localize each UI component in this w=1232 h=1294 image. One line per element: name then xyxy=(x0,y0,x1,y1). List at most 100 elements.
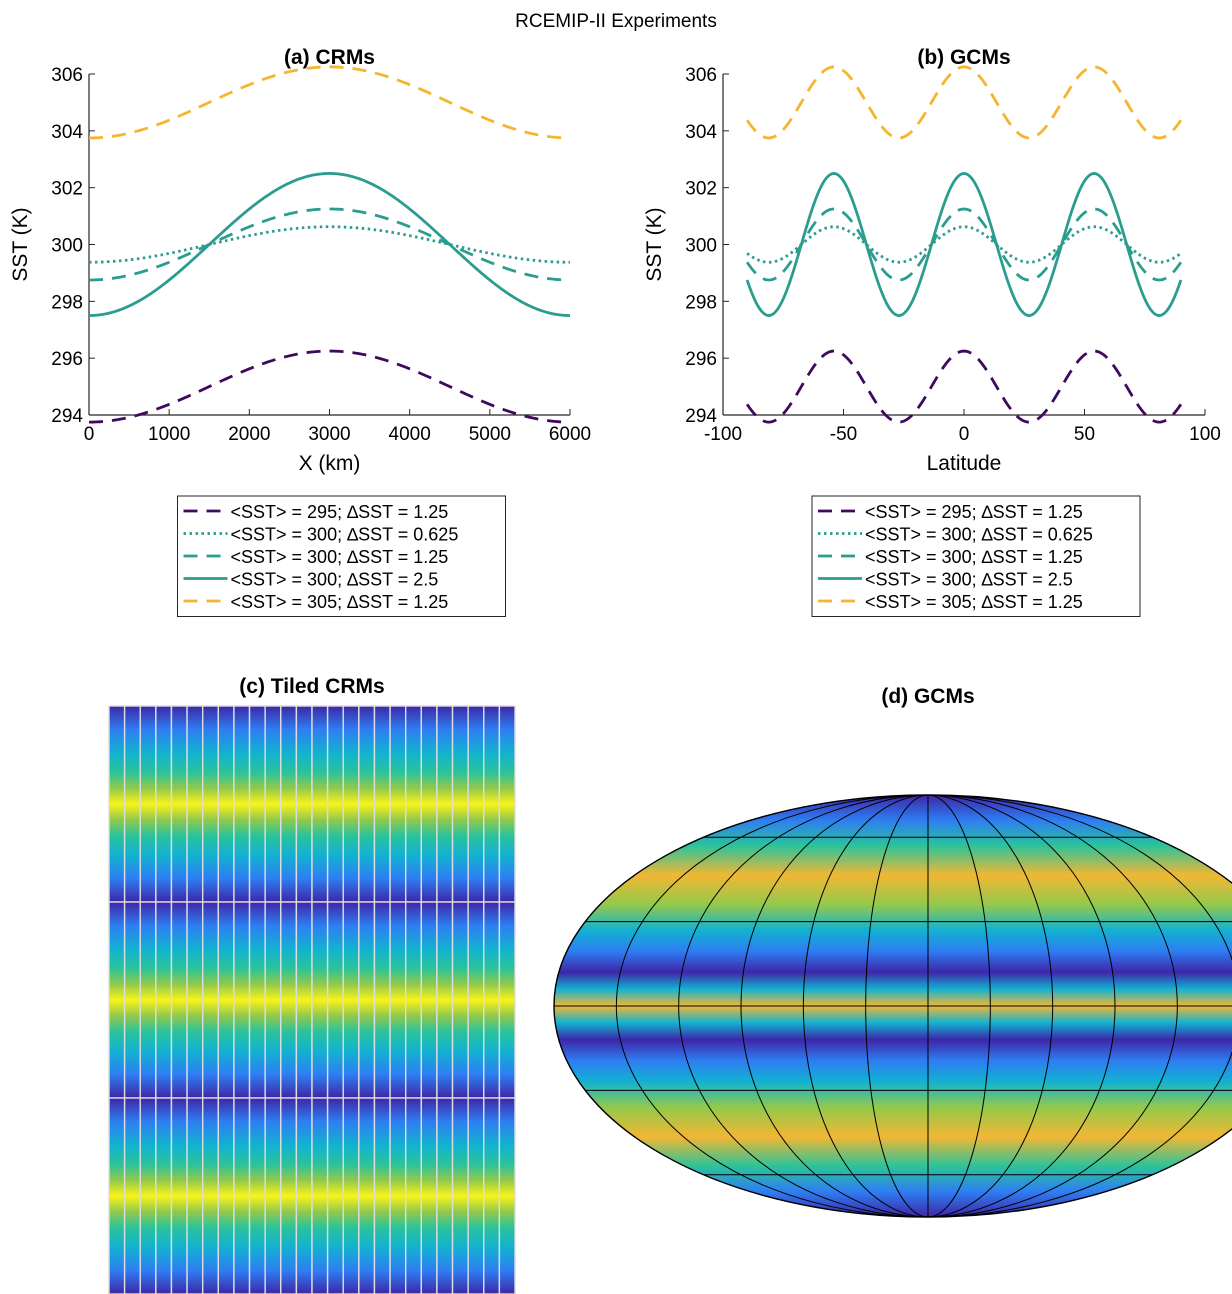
heatmap-tile xyxy=(373,901,391,1099)
x-axis-label: X (km) xyxy=(299,452,361,475)
series-line xyxy=(745,349,1183,424)
heatmap-tile xyxy=(186,1097,204,1294)
x-tick-label: -100 xyxy=(704,424,742,445)
heatmap-tile xyxy=(155,1097,173,1294)
heatmap-tile xyxy=(436,1097,454,1294)
heatmap-tile xyxy=(404,901,423,1099)
heatmap-tile xyxy=(451,705,469,903)
heatmap-tile xyxy=(123,1097,141,1294)
legend-entry: <SST> = 295; ∆SST = 1.25 xyxy=(865,502,1083,522)
heatmap-tile xyxy=(186,705,204,903)
legend-entry: <SST> = 305; ∆SST = 1.25 xyxy=(865,592,1083,612)
heatmap-tile xyxy=(420,1097,438,1294)
series-line xyxy=(746,225,1182,264)
heatmap-tile xyxy=(326,1097,344,1294)
heatmap-tile xyxy=(264,705,282,903)
y-tick-label: 302 xyxy=(51,179,83,200)
heatmap-tile xyxy=(201,705,220,903)
heatmap-tile xyxy=(108,1097,126,1294)
x-tick-label: 2000 xyxy=(228,424,270,445)
heatmap-tile xyxy=(170,901,188,1099)
heatmap-tile xyxy=(342,705,360,903)
heatmap-tile xyxy=(498,901,516,1099)
panel-title: (d) GCMs xyxy=(881,685,974,708)
y-tick-label: 300 xyxy=(685,236,717,257)
heatmap-tile xyxy=(467,1097,485,1294)
legend-entry: <SST> = 300; ∆SST = 1.25 xyxy=(231,547,449,567)
heatmap-tile xyxy=(170,705,188,903)
y-tick-label: 300 xyxy=(51,236,83,257)
series-line xyxy=(88,207,571,282)
map-outline xyxy=(553,794,1232,1218)
heatmap-tile xyxy=(483,705,501,903)
series-line xyxy=(88,225,571,264)
y-tick-label: 298 xyxy=(685,292,717,313)
heatmap-tile xyxy=(342,901,360,1099)
heatmap-tile xyxy=(389,1097,407,1294)
heatmap-tile xyxy=(373,1097,391,1294)
y-axis-label: SST (K) xyxy=(9,207,32,281)
y-tick-label: 294 xyxy=(685,406,717,427)
x-tick-label: -50 xyxy=(830,424,857,445)
x-tick-label: 3000 xyxy=(308,424,350,445)
heatmap-tile xyxy=(264,1097,282,1294)
heatmap-tile xyxy=(311,705,329,903)
heatmap-tile xyxy=(233,901,251,1099)
heatmap-tile xyxy=(155,705,173,903)
heatmap-tile xyxy=(420,705,438,903)
x-tick-label: 5000 xyxy=(469,424,511,445)
panel-d-gcms-map: (d) GCMs xyxy=(553,685,1232,1218)
heatmap-tile xyxy=(358,705,376,903)
heatmap-tile xyxy=(295,901,313,1099)
series-line xyxy=(88,349,571,424)
heatmap-tile xyxy=(155,901,173,1099)
legend-entry: <SST> = 305; ∆SST = 1.25 xyxy=(231,592,449,612)
y-tick-label: 304 xyxy=(685,122,717,143)
heatmap-tile xyxy=(389,901,407,1099)
heatmap-tile xyxy=(404,705,423,903)
y-tick-label: 296 xyxy=(51,349,83,370)
heatmap-tile xyxy=(139,901,157,1099)
heatmap-tile xyxy=(295,705,313,903)
heatmap-tile xyxy=(326,901,344,1099)
heatmap-tile xyxy=(233,705,251,903)
heatmap-tile xyxy=(280,1097,298,1294)
heatmap-tile xyxy=(498,705,516,903)
legend-entry: <SST> = 300; ∆SST = 0.625 xyxy=(865,525,1093,545)
heatmap-tile xyxy=(358,901,376,1099)
heatmap-tile xyxy=(295,1097,313,1294)
y-tick-label: 294 xyxy=(51,406,83,427)
heatmap-tile xyxy=(201,1097,220,1294)
heatmap-tile xyxy=(467,901,485,1099)
heatmap-tile xyxy=(217,1097,235,1294)
y-tick-label: 304 xyxy=(51,122,83,143)
heatmap-tile xyxy=(436,705,454,903)
x-tick-label: 0 xyxy=(84,424,95,445)
heatmap-tile xyxy=(280,901,298,1099)
x-axis-label: Latitude xyxy=(927,452,1002,475)
series-line xyxy=(88,65,571,140)
heatmap-tile xyxy=(451,1097,469,1294)
heatmap-tile xyxy=(467,705,485,903)
heatmap-tile xyxy=(280,705,298,903)
heatmap-tile xyxy=(483,901,501,1099)
heatmap-tile xyxy=(217,705,235,903)
heatmap-tile xyxy=(186,901,204,1099)
heatmap-tile xyxy=(436,901,454,1099)
heatmap-tile xyxy=(248,1097,266,1294)
y-axis-label: SST (K) xyxy=(643,207,666,281)
y-tick-label: 306 xyxy=(51,65,83,86)
heatmap-tile xyxy=(483,1097,501,1294)
panel-b-gcms: (b) GCMs 294 296 298 300 302 304 306 -100 -50 0 50 1… xyxy=(643,46,1221,617)
heatmap-tile xyxy=(123,901,141,1099)
x-tick-label: 100 xyxy=(1189,424,1221,445)
heatmap-tile xyxy=(139,705,157,903)
y-tick-label: 296 xyxy=(685,349,717,370)
heatmap-tile xyxy=(358,1097,376,1294)
legend-entry: <SST> = 295; ∆SST = 1.25 xyxy=(231,502,449,522)
legend-entry: <SST> = 300; ∆SST = 1.25 xyxy=(865,547,1083,567)
heatmap-tile xyxy=(170,1097,188,1294)
heatmap-tile xyxy=(342,1097,360,1294)
heatmap-tile xyxy=(404,1097,423,1294)
